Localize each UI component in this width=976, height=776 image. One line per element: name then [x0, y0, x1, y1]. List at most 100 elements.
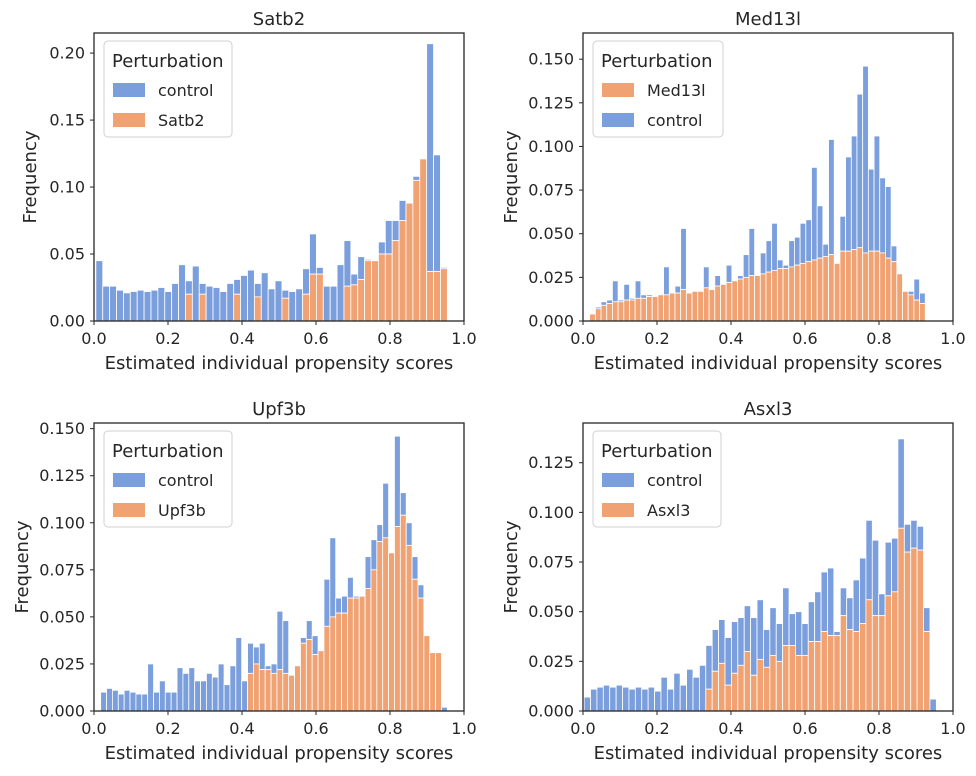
bar-asxl3: [775, 660, 784, 712]
bar-med13l: [782, 268, 790, 322]
bar-med13l: [919, 303, 926, 322]
bar-control: [850, 135, 858, 250]
bar-control: [674, 285, 682, 294]
bar-control: [742, 254, 750, 278]
bar-med13l: [617, 301, 625, 322]
bar-control: [282, 620, 290, 674]
bar-satb2: [350, 284, 359, 322]
bar-control: [666, 688, 675, 712]
bar-control: [852, 579, 860, 632]
y-axis-label: Frequency: [20, 130, 41, 223]
bar-control: [805, 219, 812, 263]
y-tick-label: 0.050: [528, 224, 574, 243]
bar-med13l: [839, 250, 847, 322]
legend-title: Perturbation: [601, 51, 713, 72]
bar-control: [771, 222, 778, 271]
bar-control: [260, 272, 269, 322]
bar-control: [295, 288, 304, 322]
bar-asxl3: [846, 629, 854, 712]
y-tick-label: 0.125: [528, 453, 574, 472]
bar-upf3b: [358, 595, 366, 712]
bar-control: [907, 290, 915, 296]
x-tick-label: 0.8: [866, 329, 891, 348]
x-tick-label: 0.8: [377, 329, 402, 348]
bar-satb2: [398, 220, 407, 322]
bar-satb2: [309, 273, 317, 322]
bar-upf3b: [376, 541, 384, 712]
bar-control: [117, 693, 125, 712]
x-tick-label: 0.4: [718, 719, 743, 738]
bar-control: [276, 610, 284, 670]
y-tick-label: 0.15: [49, 111, 85, 130]
x-tick-label: 0.0: [81, 719, 106, 738]
bar-med13l: [885, 257, 892, 322]
bar-med13l: [850, 249, 858, 322]
bar-upf3b: [311, 654, 319, 712]
bar-control: [839, 215, 847, 252]
bar-control: [417, 584, 425, 599]
bar-control: [136, 289, 145, 322]
bar-asxl3: [743, 651, 752, 712]
bar-control: [612, 280, 619, 303]
bar-control: [382, 482, 389, 539]
bar-med13l: [805, 261, 812, 322]
legend-entry: Med13l: [647, 81, 706, 100]
bar-med13l: [634, 297, 642, 322]
bar-upf3b: [247, 672, 254, 712]
bar-control: [253, 646, 260, 665]
bar-med13l: [657, 294, 665, 322]
bar-control: [241, 680, 248, 712]
bar-control: [865, 519, 873, 601]
bar-control: [873, 135, 881, 252]
bar-control: [698, 664, 707, 712]
y-tick-label: 0.05: [49, 245, 85, 264]
bar-control: [609, 686, 617, 712]
x-tick-label: 1.0: [940, 719, 965, 738]
bar-upf3b: [270, 672, 278, 712]
bar-control: [412, 175, 421, 181]
bar-control: [640, 294, 647, 299]
bar-control: [856, 93, 864, 249]
bar-med13l: [873, 250, 881, 322]
bar-control: [315, 267, 324, 275]
x-axis-label: Estimated individual propensity scores: [105, 353, 454, 374]
legend-entry: control: [647, 471, 702, 490]
bar-asxl3: [827, 635, 835, 712]
bar-control: [116, 289, 124, 322]
bar-med13l: [623, 299, 630, 322]
bar-control: [827, 567, 835, 636]
y-tick-label: 0.050: [39, 607, 85, 626]
bar-med13l: [606, 303, 613, 322]
x-tick-label: 0.8: [866, 719, 891, 738]
bar-control: [109, 285, 117, 322]
bar-control: [622, 686, 630, 712]
bar-upf3b: [382, 537, 389, 712]
bar-control: [357, 256, 366, 280]
bar-upf3b: [282, 672, 290, 712]
bar-control: [807, 601, 816, 642]
y-tick-label: 0.000: [528, 312, 574, 331]
bar-control: [634, 280, 642, 299]
bar-upf3b: [405, 544, 413, 712]
x-axis-label: Estimated individual propensity scores: [594, 353, 943, 374]
bar-asxl3: [782, 645, 790, 712]
bar-asxl3: [884, 595, 892, 712]
bar-control: [300, 637, 307, 644]
y-tick-label: 0.100: [39, 513, 85, 532]
bar-control: [724, 637, 732, 686]
bar-control: [102, 285, 111, 322]
x-tick-label: 0.6: [792, 719, 817, 738]
legend-swatch: [113, 113, 145, 127]
legend-swatch: [602, 83, 634, 97]
bar-med13l: [640, 297, 647, 322]
bar-control: [596, 686, 604, 712]
x-tick-label: 0.0: [570, 329, 595, 348]
y-tick-label: 0.050: [528, 602, 574, 621]
bar-asxl3: [724, 684, 732, 712]
bar-control: [211, 676, 219, 712]
bar-satb2: [357, 279, 366, 322]
bar-med13l: [754, 275, 761, 322]
y-tick-label: 0.075: [528, 181, 574, 200]
x-tick-label: 0.4: [229, 329, 254, 348]
bar-med13l: [691, 290, 699, 322]
